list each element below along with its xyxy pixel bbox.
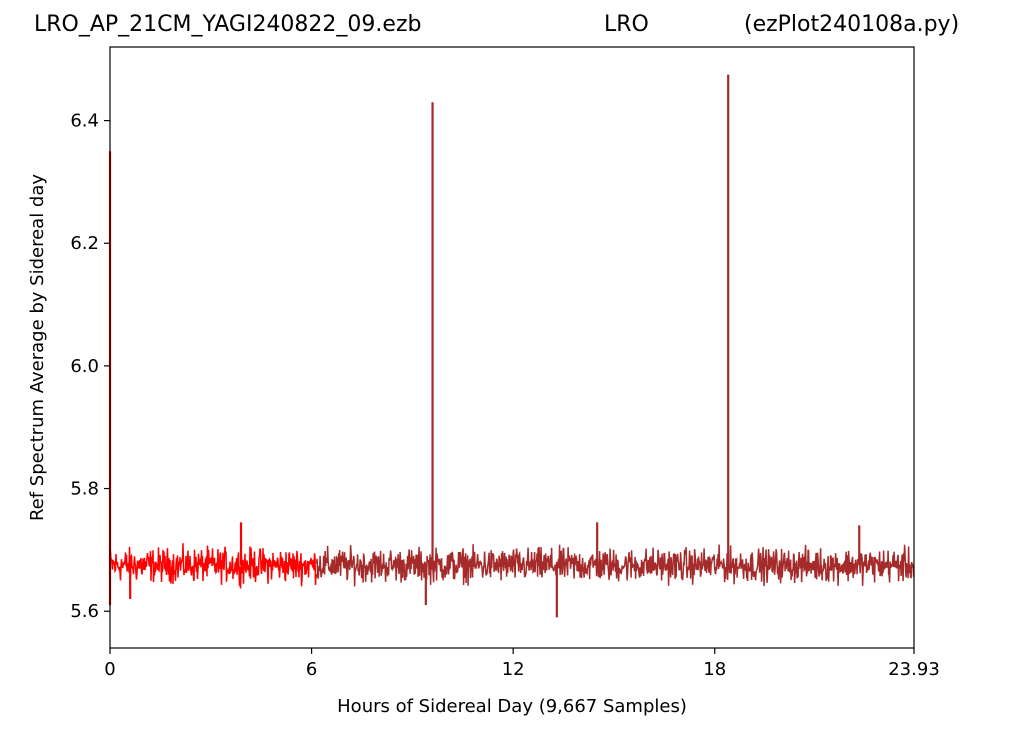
series-1-line	[315, 544, 915, 587]
plot-frame	[109, 46, 915, 649]
y-tick-label: 5.8	[70, 479, 99, 500]
chart-title-filename: LRO_AP_21CM_YAGI240822_09.ezb	[34, 12, 422, 37]
y-tick-label: 6.0	[70, 356, 99, 377]
x-axis-label: Hours of Sidereal Day (9,667 Samples)	[337, 696, 687, 717]
x-axis: 0 6 12 18 23.93	[104, 648, 940, 680]
x-tick-label: 23.93	[888, 659, 940, 680]
y-tick-label: 6.2	[70, 233, 99, 254]
x-tick-label: 18	[703, 659, 726, 680]
y-tick-label: 5.6	[70, 601, 99, 622]
chart-title-script: (ezPlot240108a.py)	[744, 12, 960, 37]
series-1	[315, 544, 915, 587]
chart-title-station: LRO	[604, 12, 649, 37]
y-axis: 5.6 5.8 6.0 6.2 6.4	[70, 111, 110, 622]
series-0	[109, 543, 318, 589]
x-tick-label: 0	[104, 659, 115, 680]
spike-layer	[108, 74, 861, 618]
series-layer	[109, 543, 915, 589]
series-0-line	[109, 543, 318, 589]
y-axis-label: Ref Spectrum Average by Sidereal day	[27, 174, 48, 521]
y-tick-label: 6.4	[70, 111, 99, 132]
x-tick-label: 6	[306, 659, 317, 680]
x-tick-label: 12	[502, 659, 525, 680]
